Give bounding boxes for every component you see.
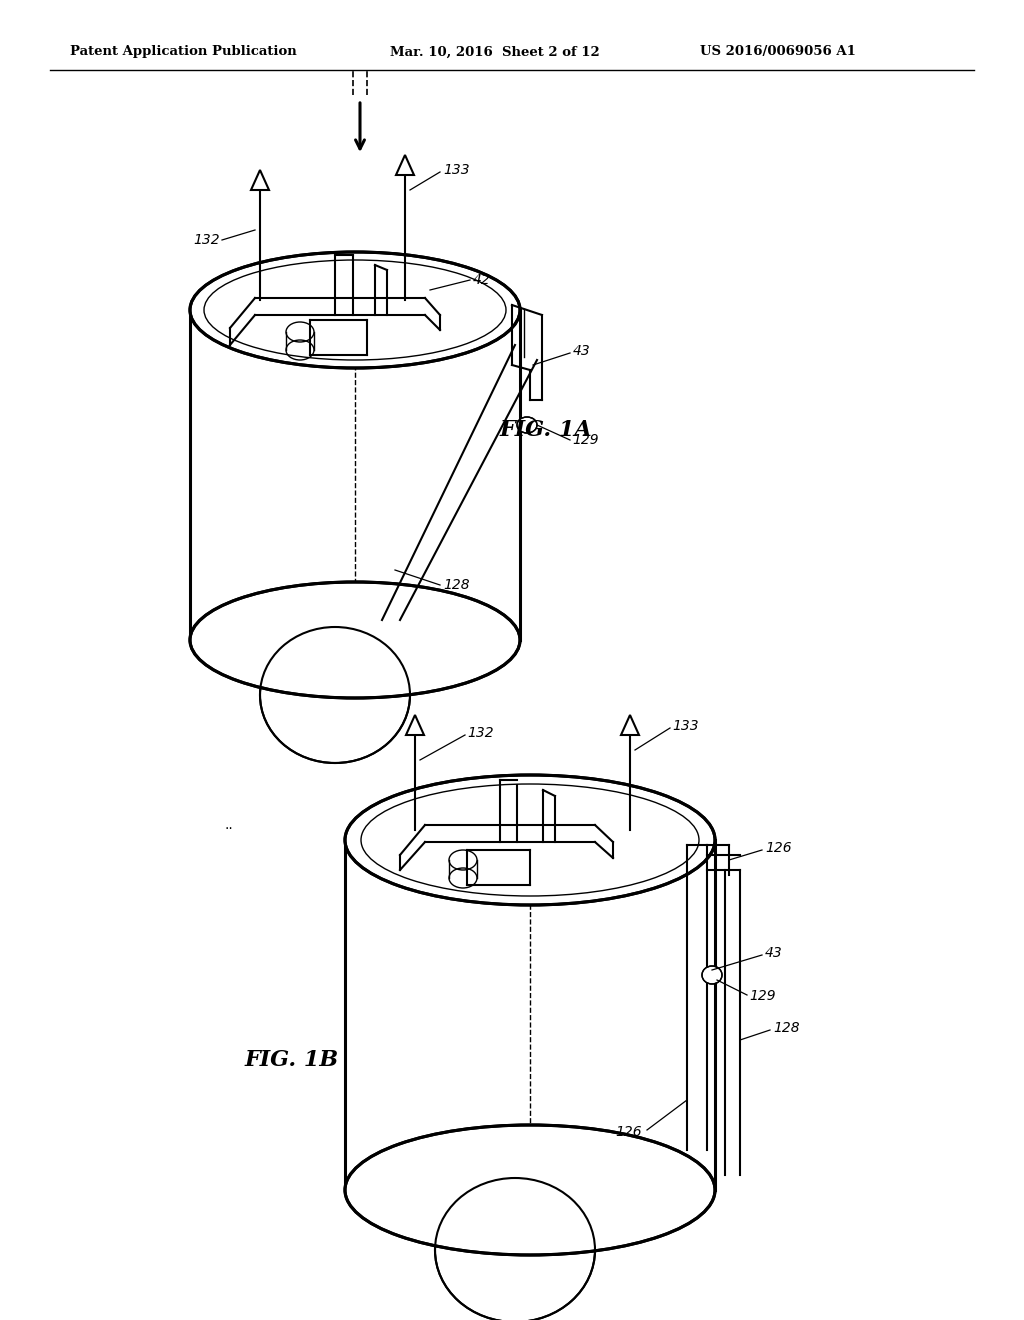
Text: FIG. 1B: FIG. 1B	[245, 1049, 339, 1071]
Text: 129: 129	[572, 433, 599, 447]
Polygon shape	[396, 154, 414, 176]
Ellipse shape	[702, 966, 722, 983]
Text: 42: 42	[473, 273, 490, 286]
Text: 43: 43	[765, 946, 782, 960]
Polygon shape	[251, 170, 269, 190]
Ellipse shape	[435, 1177, 595, 1320]
Polygon shape	[621, 715, 639, 735]
Text: 133: 133	[672, 719, 698, 733]
Text: US 2016/0069056 A1: US 2016/0069056 A1	[700, 45, 856, 58]
Text: Patent Application Publication: Patent Application Publication	[70, 45, 297, 58]
Text: 129: 129	[749, 989, 775, 1003]
Polygon shape	[406, 715, 424, 735]
Text: 133: 133	[443, 162, 470, 177]
Text: ..: ..	[225, 818, 233, 832]
Text: 128: 128	[443, 578, 470, 591]
Text: 126: 126	[615, 1125, 642, 1139]
Text: 43: 43	[573, 345, 591, 358]
Text: 132: 132	[467, 726, 494, 741]
Ellipse shape	[190, 252, 520, 368]
Ellipse shape	[345, 1125, 715, 1255]
Ellipse shape	[190, 582, 520, 698]
Text: 128: 128	[773, 1020, 800, 1035]
Ellipse shape	[345, 775, 715, 906]
Text: FIG. 1A: FIG. 1A	[500, 418, 593, 441]
Text: 132: 132	[194, 234, 220, 247]
Ellipse shape	[517, 417, 537, 433]
Text: 126: 126	[765, 841, 792, 855]
Text: Mar. 10, 2016  Sheet 2 of 12: Mar. 10, 2016 Sheet 2 of 12	[390, 45, 600, 58]
Ellipse shape	[260, 627, 410, 763]
